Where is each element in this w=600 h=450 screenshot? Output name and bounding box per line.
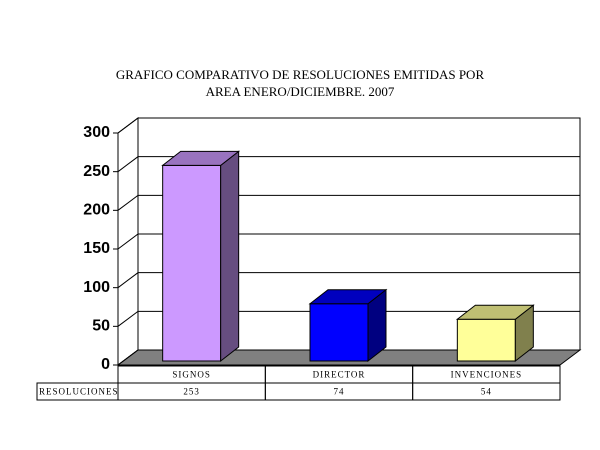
bar-face bbox=[308, 289, 388, 305]
chart-title: AREA ENERO/DICIEMBRE. 2007 bbox=[206, 84, 395, 99]
bar-face bbox=[309, 303, 369, 362]
y-tick-label: 300 bbox=[83, 124, 110, 141]
legend-label: RESOLUCIONES bbox=[39, 387, 119, 397]
y-tick-label: 0 bbox=[101, 356, 110, 373]
y-tick-label: 50 bbox=[92, 318, 110, 335]
table-cell bbox=[412, 382, 561, 401]
grid-line bbox=[117, 349, 580, 366]
grid-line bbox=[117, 272, 580, 289]
bar bbox=[455, 304, 535, 363]
bar-face bbox=[161, 150, 241, 166]
table-value: 54 bbox=[481, 387, 492, 397]
grid-line bbox=[117, 156, 580, 173]
bar-face bbox=[455, 304, 535, 320]
grid-line bbox=[117, 117, 580, 134]
table-value: 74 bbox=[334, 387, 345, 397]
y-tick-label: 100 bbox=[83, 279, 110, 296]
grid-line bbox=[117, 233, 580, 250]
category-label: SIGNOS bbox=[172, 370, 211, 380]
bar bbox=[161, 150, 241, 363]
bar-face bbox=[162, 164, 222, 362]
grid-line bbox=[117, 194, 580, 211]
grid-line bbox=[117, 310, 580, 327]
y-tick-label: 250 bbox=[83, 163, 110, 180]
y-tick-label: 150 bbox=[83, 240, 110, 257]
category-label: INVENCIONES bbox=[451, 370, 523, 380]
bar-face bbox=[456, 318, 516, 362]
table-value: 253 bbox=[183, 387, 200, 397]
chart-title: GRAFICO COMPARATIVO DE RESOLUCIONES EMIT… bbox=[116, 67, 485, 82]
bar bbox=[308, 288, 388, 363]
category-label: DIRECTOR bbox=[313, 370, 366, 380]
y-tick-label: 200 bbox=[83, 202, 110, 219]
bar-face bbox=[220, 150, 240, 363]
